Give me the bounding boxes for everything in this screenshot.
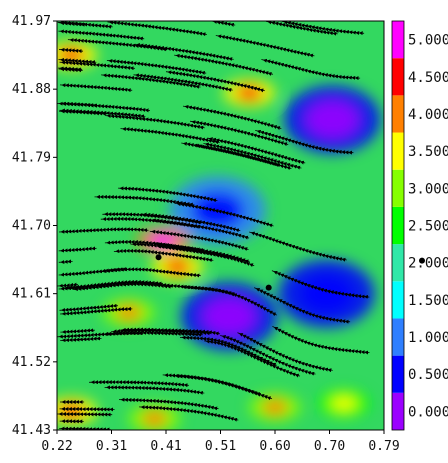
colorbar-segment [392, 21, 404, 59]
station-marker [265, 284, 272, 291]
streamline [60, 336, 102, 343]
streamline [107, 21, 207, 37]
colorbar-segment [392, 281, 404, 319]
streamline [59, 303, 118, 312]
x-axis: 0.22 0.31 0.41 0.51 0.60 0.70 0.79 [41, 430, 400, 454]
streamline [211, 21, 236, 27]
hotspot-core [58, 403, 85, 420]
streamline [162, 373, 262, 397]
colorbar-segment [392, 132, 404, 170]
x-tick-label: 0.79 [368, 439, 399, 454]
streamline [58, 66, 83, 72]
hotspot-core [164, 259, 191, 276]
streamline [60, 101, 98, 108]
streamline [249, 231, 347, 262]
colorbar: 0.000 0.500 1.000 1.500 2.000 2.500 3.000 3.500… [391, 20, 448, 431]
streamline [254, 287, 351, 324]
x-tick-label: 0.51 [205, 439, 236, 454]
colorbar-label: 0.500 [408, 367, 448, 383]
colorbar-segment [392, 318, 404, 356]
colorbar-marker [419, 257, 425, 264]
streamline [215, 34, 315, 58]
streamlines [57, 21, 370, 430]
hotspot-core [330, 395, 357, 412]
y-tick-label: 41.79 [12, 150, 51, 165]
streamline [261, 58, 361, 81]
streamline [118, 186, 218, 203]
x-tick-label: 0.31 [96, 439, 127, 454]
y-tick-label: 41.52 [12, 355, 51, 370]
x-tick-label: 0.70 [314, 439, 345, 454]
streamline [175, 202, 274, 228]
station-marker [155, 254, 162, 261]
streamline [59, 426, 111, 430]
colorbar-segment [392, 355, 404, 393]
hotspot-core [115, 304, 142, 321]
streamline [134, 43, 234, 62]
streamline [118, 397, 219, 411]
streamline [265, 21, 338, 36]
streamline [58, 29, 145, 41]
colorbar-segment [392, 169, 404, 207]
streamline [220, 335, 316, 376]
y-tick-label: 41.43 [12, 423, 51, 438]
streamline [58, 57, 97, 65]
plot-area [56, 20, 385, 431]
streamline [120, 127, 220, 145]
colorbar-label: 5.000 [408, 33, 448, 49]
colorbar-label: 3.500 [408, 144, 448, 160]
x-tick-label: 0.41 [150, 439, 181, 454]
streamline [58, 227, 149, 234]
colorbar-label: 1.500 [408, 293, 448, 309]
colorbar-segment [392, 95, 404, 133]
low-zone-core [203, 298, 256, 335]
low-zone-core [300, 275, 353, 312]
colorbar-label: 1.000 [408, 330, 448, 346]
streamline [59, 406, 115, 412]
low-zone-core [306, 101, 359, 138]
streamline [89, 380, 189, 388]
colorbar-segment [392, 58, 404, 96]
streamline [58, 280, 145, 291]
streamline [165, 70, 265, 93]
colorbar-label: 4.000 [408, 107, 448, 123]
streamline [57, 331, 144, 339]
streamline [57, 412, 113, 417]
streamline [59, 83, 133, 93]
colorbar-frame [391, 20, 405, 431]
y-tick-label: 41.70 [12, 219, 51, 234]
y-tick-label: 41.97 [12, 14, 51, 29]
streamline [193, 143, 292, 171]
hotspot-core [141, 410, 168, 427]
streamline [255, 129, 354, 155]
colorbar-segment [392, 392, 404, 430]
y-tick-label: 41.61 [12, 287, 51, 302]
hotspot-core [262, 399, 288, 416]
colorbar-label: 2.500 [408, 219, 448, 235]
station-markers [155, 254, 272, 291]
streamline [58, 21, 87, 27]
streamline [58, 246, 97, 253]
streamline [101, 267, 201, 278]
colorbar-segment [392, 244, 404, 282]
y-axis: 41.97 41.88 41.79 41.70 41.61 41.52 41.43 [12, 14, 57, 438]
colorbar-label: 3.000 [408, 181, 448, 197]
streamline [105, 113, 205, 130]
streamline [58, 259, 73, 264]
hotspot-core [236, 84, 263, 101]
x-tick-label: 0.60 [259, 439, 290, 454]
colorbar-label: 2.000 [408, 256, 448, 272]
streamline [130, 242, 230, 260]
streamline [111, 328, 211, 336]
colorbar-label: 0.000 [408, 404, 448, 420]
colorbar-segment [392, 206, 404, 245]
low-zone-core [191, 192, 244, 229]
x-tick-label: 0.22 [41, 439, 72, 454]
colorbar-label: 4.500 [408, 70, 448, 86]
y-tick-label: 41.88 [12, 82, 51, 97]
